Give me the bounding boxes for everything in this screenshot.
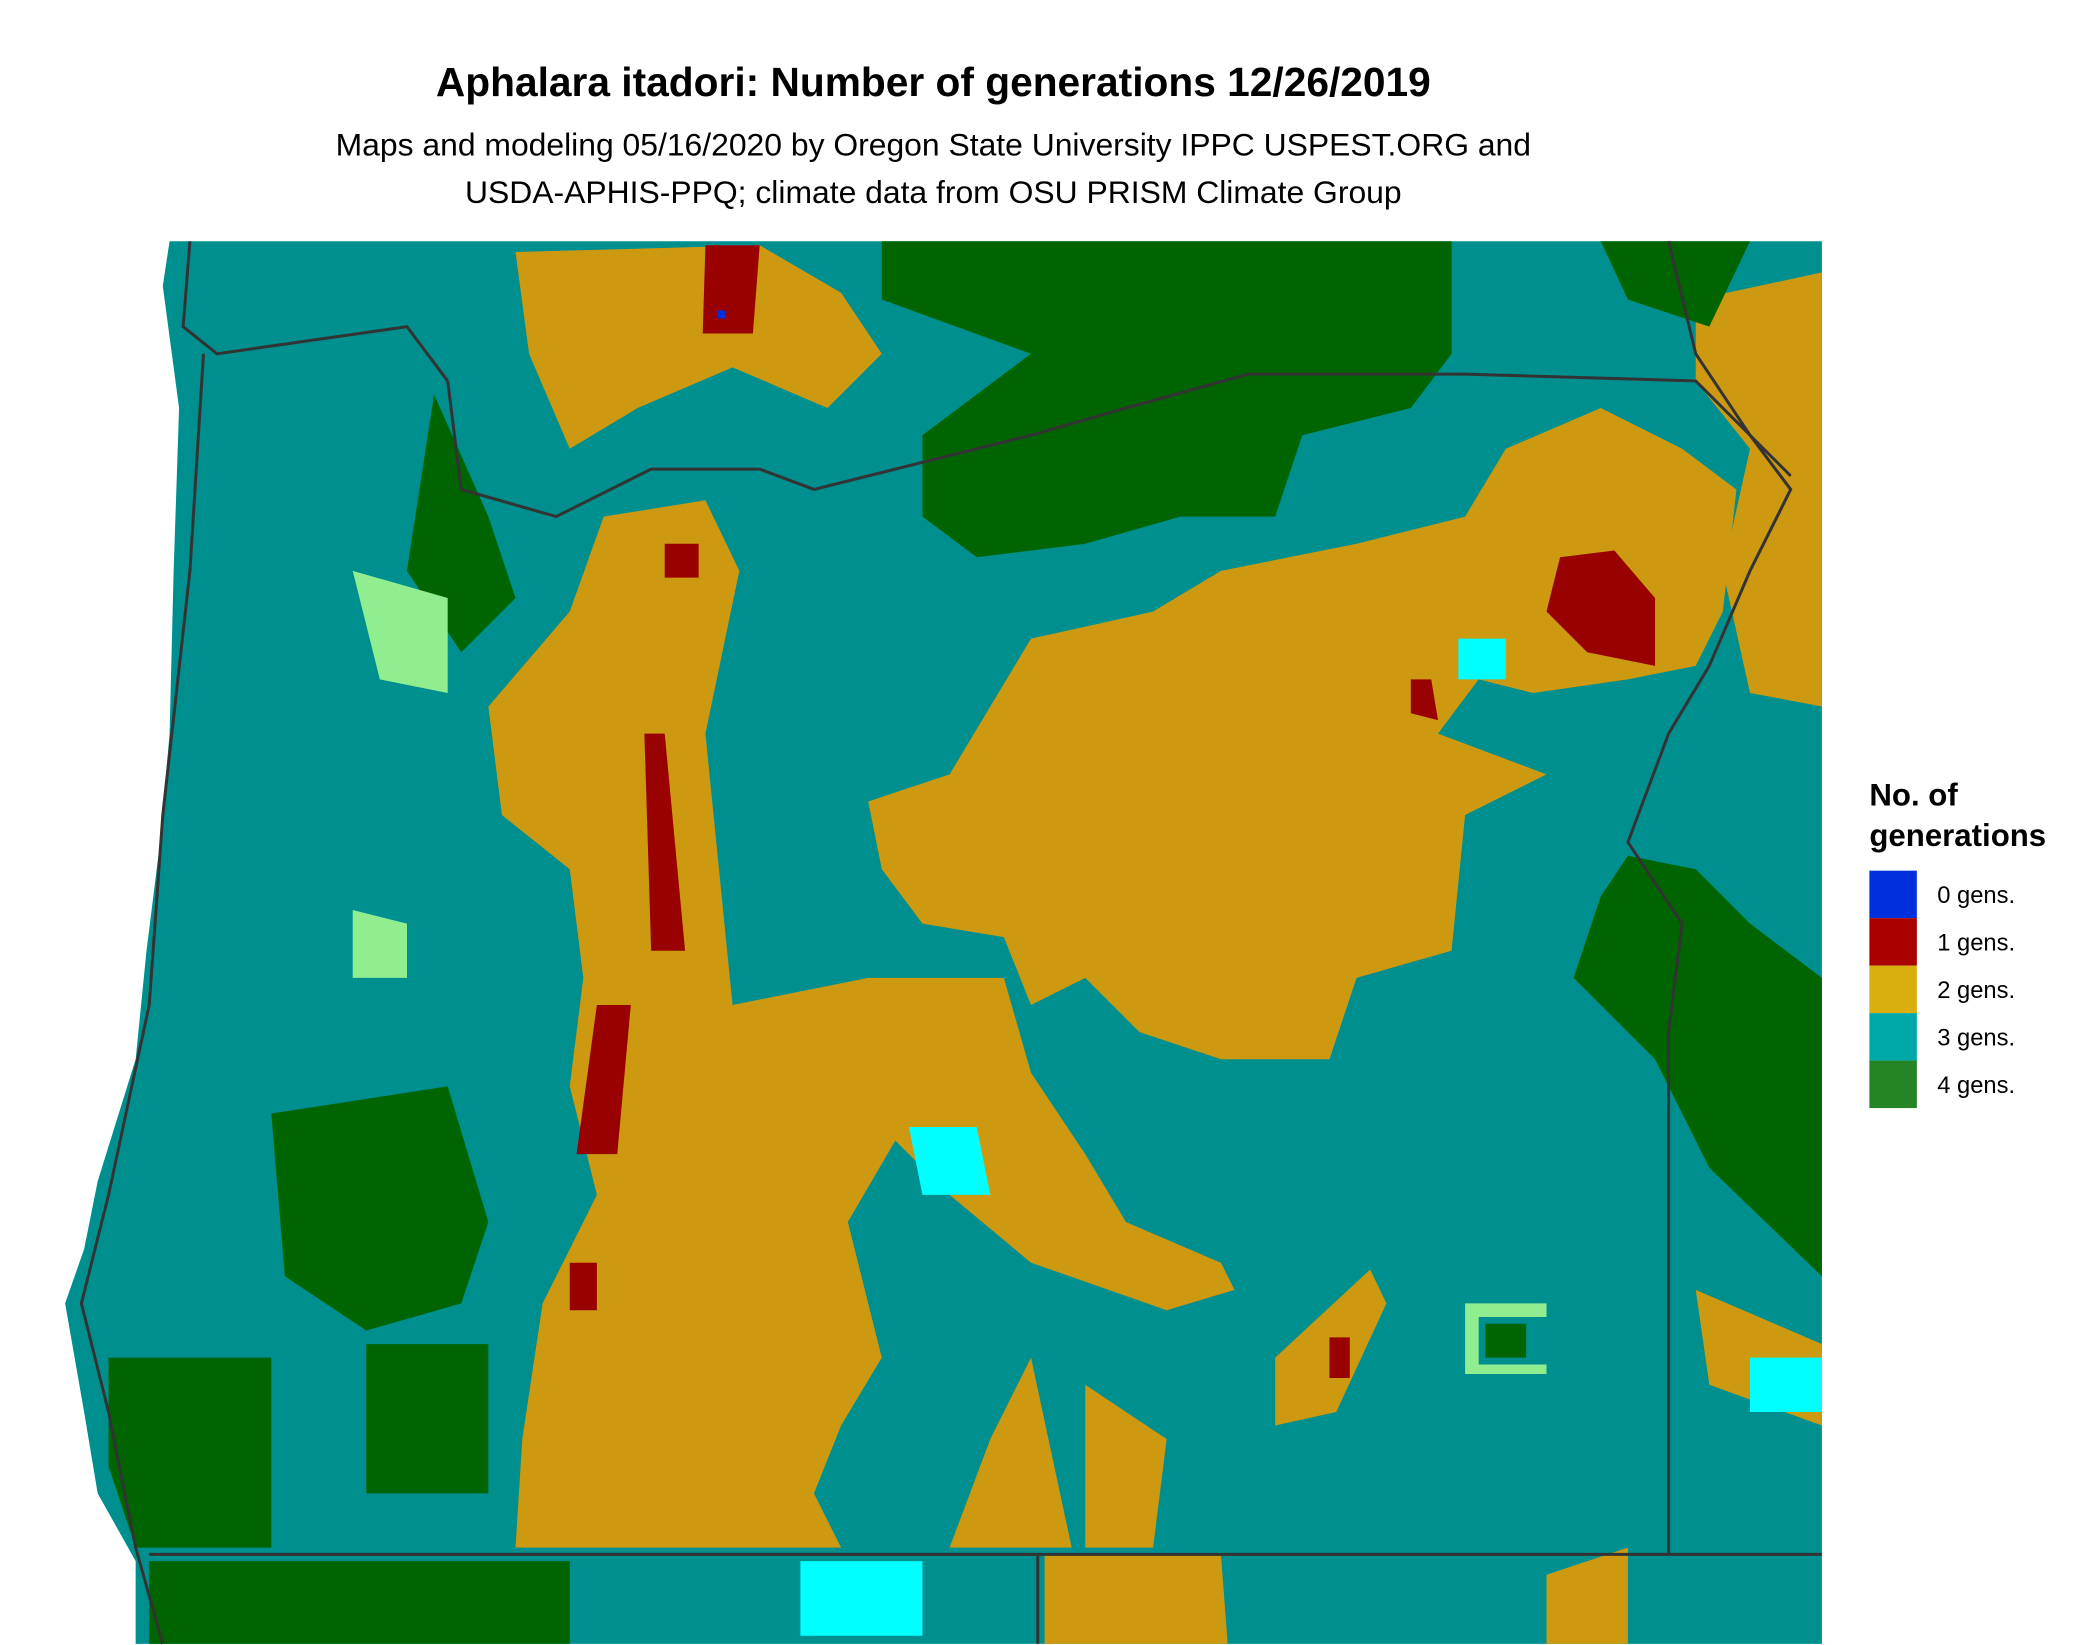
legend-swatch xyxy=(1869,965,1917,1014)
legend-swatch xyxy=(1869,870,1917,919)
region-0-gens xyxy=(717,310,726,319)
legend-swatch xyxy=(1869,1013,1917,1061)
map-title: Aphalara itadori: Number of generations … xyxy=(436,59,1431,105)
legend-label: 1 gens. xyxy=(1937,931,2015,957)
subtitle-line-1: Maps and modeling 05/16/2020 by Oregon S… xyxy=(336,127,1531,163)
legend-swatch xyxy=(1869,918,1917,966)
legend-swatch xyxy=(1869,1060,1917,1109)
subtitle-line-2: USDA-APHIS-PPQ; climate data from OSU PR… xyxy=(465,174,1402,210)
legend-title-line-2: generations xyxy=(1869,818,2046,853)
generations-map xyxy=(65,240,1822,1645)
legend-label: 0 gens. xyxy=(1937,883,2015,909)
region-cyan xyxy=(800,638,1822,1636)
region-light-green xyxy=(352,570,1547,1374)
legend-label: 3 gens. xyxy=(1937,1026,2015,1052)
state-borders xyxy=(79,240,1822,1645)
region-1-gens xyxy=(569,245,1656,1379)
legend-title-line-1: No. of xyxy=(1869,778,1958,813)
legend-label: 4 gens. xyxy=(1937,1073,2015,1099)
legend: No. of generations 0 gens. 1 gens. 2 gens.… xyxy=(1869,778,2046,1109)
region-4-gens xyxy=(108,241,1822,1644)
legend-label: 2 gens. xyxy=(1937,978,2015,1004)
